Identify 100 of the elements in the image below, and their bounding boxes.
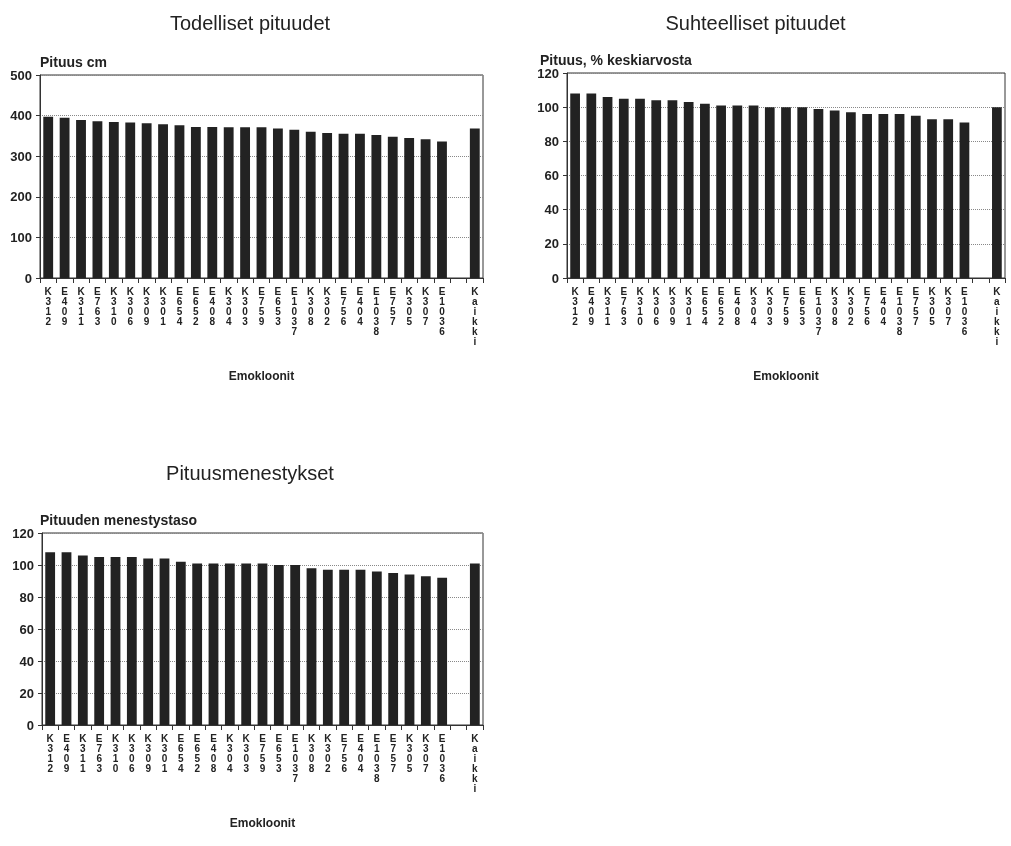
chart-title: Pituusmenestykset [166,462,335,484]
bar [846,112,856,278]
x-tick-label: K310 [110,285,119,327]
x-tick-label: K310 [111,732,120,774]
bar [192,563,203,725]
x-tick-label: K308 [307,732,316,774]
bar [586,93,597,278]
y-tick-label: 80 [19,589,34,605]
bar [700,103,710,278]
x-tick-label: E1036 [438,732,446,784]
bar [257,563,268,725]
x-tick-label: E654 [701,285,709,327]
bar [175,561,186,725]
x-tick-label: K311 [79,732,88,774]
x-tick-label: Kaikki [471,732,480,794]
x-tick-label: E408 [210,732,218,774]
y-tick-label: 20 [19,685,34,701]
bar [943,119,954,278]
x-tick-label: E653 [798,285,806,327]
y-tick-label: 40 [544,202,559,218]
y-tick-label: 100 [12,557,34,573]
x-tick-label: E409 [63,732,71,774]
x-tick-label: E652 [192,285,200,327]
bar [223,127,234,278]
x-tick-label: E756 [340,285,348,327]
bar [143,558,154,725]
x-tick-label: K305 [405,285,414,327]
bar [618,98,629,278]
chart-title: Todelliset pituudet [169,12,331,34]
bar [207,126,218,278]
x-tick-label: Kaikki [993,285,1002,347]
x-tick-label: E759 [258,285,266,327]
x-tick-label: E757 [912,285,920,327]
x-tick-label: K309 [143,285,152,327]
y-tick-label: 120 [537,65,559,81]
bar [862,114,872,278]
y-tick-label: 40 [19,653,34,669]
bar [469,128,480,278]
bar [371,571,382,725]
x-axis-title: Emokloonit [228,369,295,383]
x-tick-label: K301 [685,285,694,327]
x-tick-label: E756 [340,732,348,774]
bar [894,114,905,278]
x-tick-label: K304 [749,285,758,327]
x-tick-label: E652 [193,732,201,774]
x-axis-title: Emokloonit [229,816,296,830]
x-tick-label: K311 [77,285,86,327]
y-tick-label: 60 [544,168,559,183]
bar [420,139,431,278]
x-tick-label: E759 [782,285,790,327]
bar [61,552,72,725]
bar [289,129,300,278]
bar [387,136,398,278]
x-tick-label: K307 [944,285,953,327]
x-tick-label: E757 [389,285,397,327]
bar [108,122,119,278]
x-tick-label: K301 [159,285,168,327]
bar [959,122,970,278]
y-tick-label: 500 [10,67,32,83]
x-tick-label: K303 [241,285,250,327]
bar [92,121,103,278]
y-tick-label: 100 [10,229,32,245]
x-tick-label: E757 [389,732,397,774]
bar [420,576,431,725]
bar [781,107,791,278]
x-tick-label: E1037 [815,285,823,337]
x-tick-label: K308 [307,285,316,327]
bar [141,123,152,278]
bar [241,563,252,725]
x-tick-label: E654 [176,285,184,327]
y-tick-label: 100 [537,99,559,115]
bar [716,105,726,278]
bar [305,131,316,278]
bar [339,569,350,725]
y-tick-label: 60 [19,621,34,637]
bar [125,122,136,278]
bar [437,577,448,725]
bar [404,574,415,725]
y-axis-title: Pituus, % keskiarvosta [540,51,692,68]
bar [878,114,889,278]
x-tick-label: K307 [422,732,431,774]
x-tick-label: E1036 [961,285,969,337]
bar [59,117,70,278]
x-tick-label: K301 [160,732,169,774]
bar [910,115,921,278]
bar [290,565,301,725]
x-tick-label: E652 [717,285,725,327]
x-tick-label: E404 [356,285,364,327]
bar [110,557,121,725]
x-tick-label: E756 [863,285,871,327]
y-tick-label: 400 [10,108,32,124]
bar [322,133,333,278]
x-tick-label: E763 [95,732,103,774]
bar [570,93,580,278]
x-tick-label: E653 [274,285,282,327]
x-axis-title: Emokloonit [753,369,819,383]
y-tick-label: 80 [544,133,559,149]
bar [76,120,86,278]
x-tick-label: E763 [94,285,102,327]
bar [404,137,415,278]
